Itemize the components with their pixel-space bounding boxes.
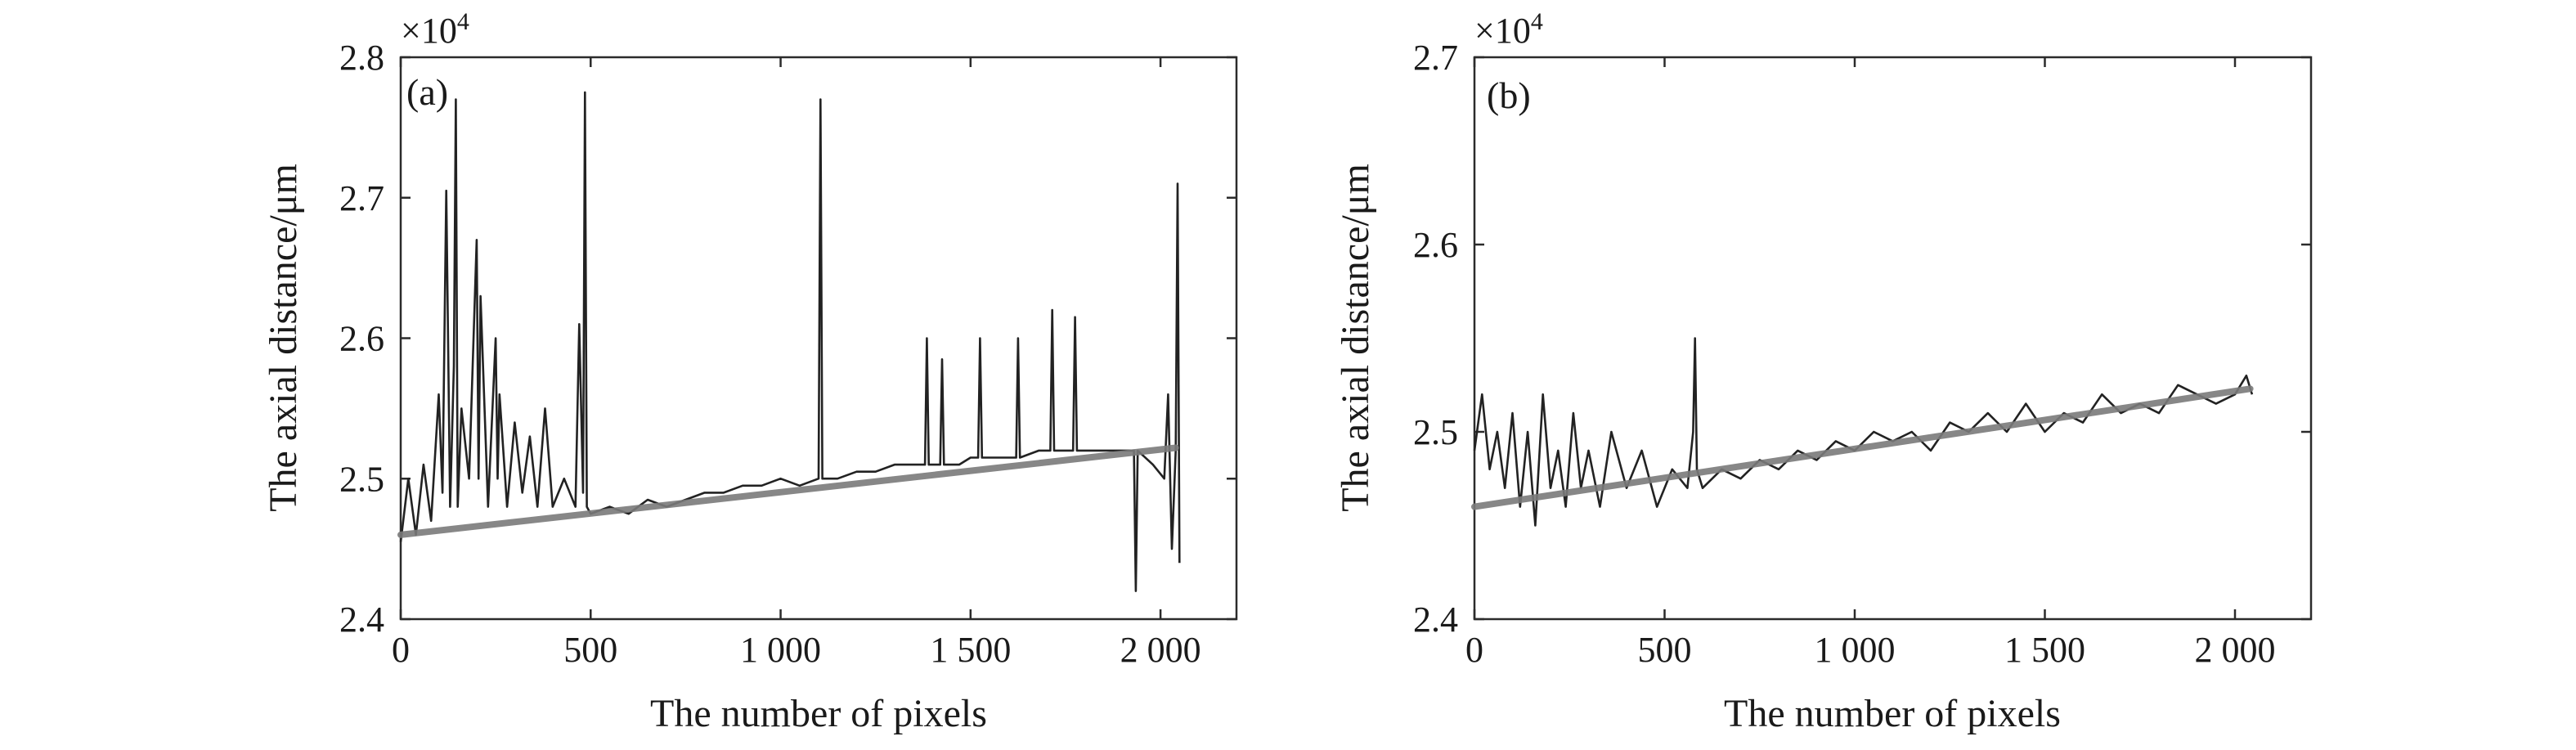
tick-group-b: 0 500 1 000 1 500 2 000 2.4 2.5 2.6 2.7	[1413, 38, 2311, 670]
y-tick-label-b: 2.7	[1413, 38, 1458, 78]
x-tick-label-a: 2 000	[1120, 630, 1201, 670]
x-tick-label-b: 1 000	[1815, 630, 1896, 670]
x-axis-title-a: The number of pixels	[650, 692, 987, 735]
plot-frame-b	[1473, 56, 2313, 621]
tick-group-a: 0 500 1 000 1 500 2 000 2.4 2.5 2.6 2.7 2.8	[339, 38, 1236, 670]
measured-line-b	[1473, 337, 2254, 527]
x-tick-label-a: 0	[392, 630, 410, 670]
y-multiplier-b: ×104	[1474, 8, 1543, 51]
y-axis-title-b: The axial distance/μm	[1334, 164, 1377, 512]
series-group-a	[397, 91, 1181, 592]
x-axis-title-b: The number of pixels	[1724, 692, 2061, 735]
y-axis-title-a: The axial distance/μm	[262, 164, 305, 512]
x-tick-label-b: 2 000	[2195, 630, 2276, 670]
y-tick-label-b: 2.5	[1413, 412, 1458, 452]
x-tick-label-a: 1 500	[930, 630, 1011, 670]
panel-label-b: (b)	[1487, 74, 1531, 116]
y-tick-label-b: 2.6	[1413, 225, 1458, 265]
x-tick-label-a: 500	[563, 630, 617, 670]
y-multiplier-base-a: ×10	[401, 11, 457, 51]
y-multiplier-exp-a: 4	[457, 8, 469, 35]
y-tick-label-a: 2.5	[339, 459, 384, 499]
panel-b: 0 500 1 000 1 500 2 000 2.4 2.5 2.6 2.7 (b) ×104…	[1334, 8, 2313, 735]
series-group-b	[1471, 337, 2254, 527]
y-tick-label-a: 2.4	[339, 600, 384, 640]
y-multiplier-a: ×104	[401, 8, 469, 51]
y-tick-label-a: 2.7	[339, 178, 384, 218]
y-multiplier-base-b: ×10	[1474, 11, 1531, 51]
x-tick-label-b: 0	[1465, 630, 1483, 670]
y-tick-label-a: 2.8	[339, 38, 384, 78]
fit-line-a	[397, 444, 1179, 538]
y-tick-label-a: 2.6	[339, 319, 384, 359]
fit-line-b	[1471, 385, 2254, 510]
x-tick-label-a: 1 000	[740, 630, 821, 670]
y-tick-label-b: 2.4	[1413, 600, 1458, 640]
y-multiplier-exp-b: 4	[1531, 8, 1543, 35]
panel-label-a: (a)	[406, 71, 448, 113]
panel-a: 0 500 1 000 1 500 2 000 2.4 2.5 2.6 2.7 2.8 (a) ×…	[262, 8, 1238, 735]
measured-line-a	[399, 91, 1181, 592]
x-tick-label-b: 500	[1638, 630, 1692, 670]
x-tick-label-b: 1 500	[2004, 630, 2085, 670]
